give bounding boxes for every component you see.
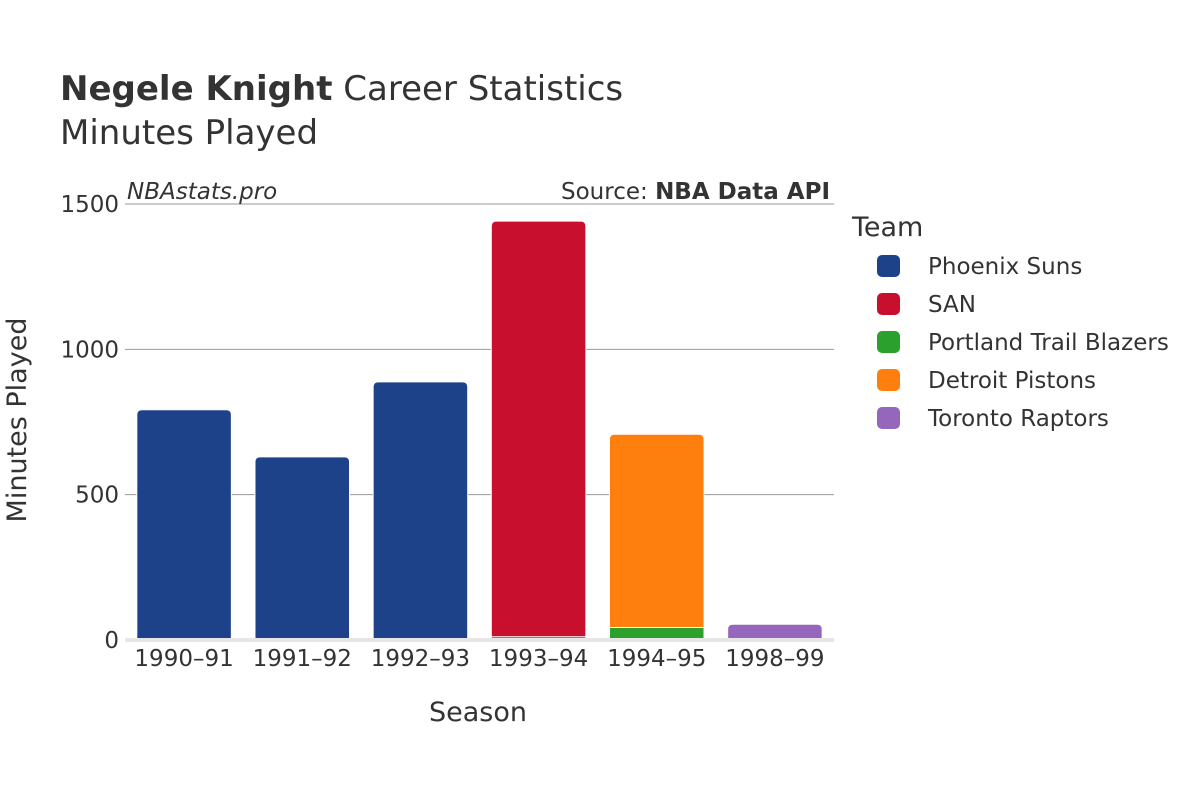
- x-tick-label: 1992–93: [371, 646, 470, 672]
- bar-segment: [490, 220, 587, 638]
- chart-subtitle: Minutes Played: [60, 113, 318, 153]
- legend-swatch: [877, 369, 900, 391]
- bar-segment: [608, 433, 705, 629]
- y-tick-label: 0: [104, 628, 119, 654]
- legend-swatch: [877, 255, 900, 277]
- source-credit: Source: NBA Data API: [561, 179, 830, 205]
- bar-segment: [254, 456, 351, 641]
- x-tick-labels: 1990–91 1991–92 1992–93 1993–94 1994–95 1998–…: [134, 646, 824, 672]
- source-name: NBA Data API: [655, 179, 830, 205]
- bars: [136, 220, 823, 641]
- y-tick-labels: 0 500 1000 1500: [60, 192, 119, 654]
- chart-title-player: Negele Knight: [60, 69, 332, 109]
- x-tick-label: 1994–95: [607, 646, 706, 672]
- x-tick-label: 1993–94: [489, 646, 588, 672]
- y-tick-label: 500: [75, 483, 119, 509]
- legend-title: Team: [851, 212, 923, 243]
- y-tick-label: 1500: [60, 192, 119, 218]
- y-tick-label: 1000: [60, 337, 119, 363]
- bar-segment: [372, 381, 469, 641]
- legend: Phoenix Suns SAN Portland Trail Blazers Det…: [877, 254, 1169, 432]
- x-axis-baseline: [125, 638, 834, 642]
- source-prefix: Source:: [561, 179, 655, 205]
- y-axis-title: Minutes Played: [2, 318, 33, 523]
- bar-segment: [136, 409, 232, 641]
- x-tick-label: 1991–92: [253, 646, 352, 672]
- legend-label: SAN: [928, 292, 976, 318]
- x-tick-label: 1990–91: [134, 646, 233, 672]
- grid-lines: [125, 203, 834, 496]
- watermark: NBAstats.pro: [127, 179, 277, 205]
- x-tick-label: 1998–99: [725, 646, 824, 672]
- legend-swatch: [877, 407, 900, 429]
- x-axis-title: Season: [429, 697, 527, 728]
- bar-segment: [727, 623, 823, 641]
- legend-label: Detroit Pistons: [928, 368, 1096, 394]
- legend-swatch: [877, 331, 900, 353]
- legend-label: Phoenix Suns: [928, 254, 1082, 280]
- legend-swatch: [877, 293, 900, 315]
- chart-title: Negele Knight Career Statistics: [60, 69, 623, 109]
- legend-label: Portland Trail Blazers: [928, 330, 1169, 356]
- legend-label: Toronto Raptors: [927, 406, 1109, 432]
- chart-title-rest: Career Statistics: [332, 69, 623, 109]
